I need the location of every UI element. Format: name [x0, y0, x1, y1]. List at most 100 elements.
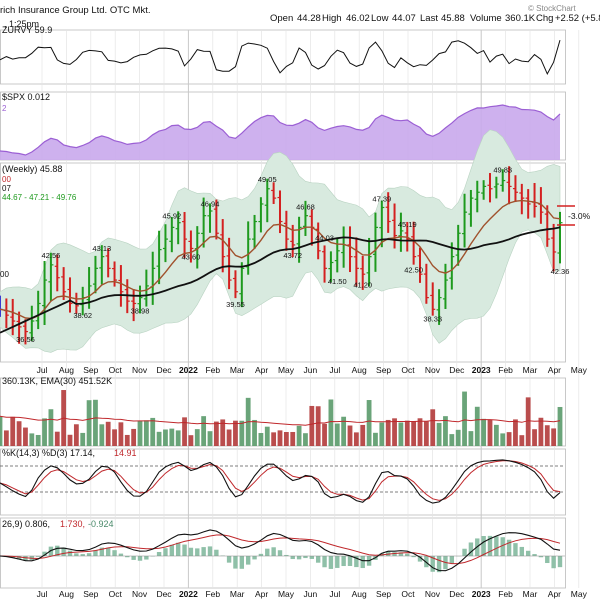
volume-bar: [481, 418, 487, 446]
x-tick-Mar: Mar: [523, 365, 538, 375]
x-tick-bottom-2022: 2022: [179, 589, 198, 599]
x-tick-bottom-Jun: Jun: [304, 589, 318, 599]
stoch-d-line: [0, 460, 561, 501]
macd-hist-bar: [99, 547, 105, 556]
x-tick-Jun: Jun: [304, 365, 318, 375]
macd-hist-bar: [252, 556, 257, 560]
price-bar: [118, 265, 124, 307]
x-tick-bottom-May: May: [278, 589, 295, 599]
price-bar: [512, 175, 518, 203]
x-tick-bottom-Mar: Mar: [230, 589, 245, 599]
price-bar: [10, 298, 16, 336]
macd-hist-bar: [551, 556, 556, 569]
volume-bar: [462, 391, 467, 446]
x-tick-bottom-Sep: Sep: [376, 589, 391, 599]
volume-bar: [303, 433, 308, 446]
x-tick-bottom-Aug: Aug: [352, 589, 367, 599]
macd-hist-bar: [245, 556, 251, 565]
volume-bar: [474, 406, 480, 446]
volume-bar: [118, 422, 124, 446]
price-annotation: 46.94: [201, 200, 220, 209]
macd-hist-bar: [175, 542, 181, 556]
macd-hist-bar: [335, 556, 340, 568]
quote-time: , 1:25pm: [4, 19, 39, 29]
volume-bar: [392, 418, 397, 446]
price-bar: [112, 261, 118, 287]
volume-bar: [506, 432, 512, 446]
ma-long-line: [0, 226, 561, 334]
price-bar: [353, 237, 359, 287]
volume-bar: [538, 417, 544, 446]
macd-hist-bar: [214, 549, 219, 556]
macd-hist-bar: [519, 546, 525, 556]
macd-hist-bar: [513, 543, 518, 556]
volume-bar: [353, 432, 359, 446]
price-bar: [296, 216, 302, 263]
x-axis: Jul Aug Sep Oct Nov Dec 2022 Feb Mar Apr May Jun Jul…: [37, 365, 588, 375]
volume-bar: [519, 435, 525, 446]
macd-histogram: [0, 535, 563, 573]
macd-hist-bar: [468, 542, 474, 556]
volume-bar: [220, 419, 226, 446]
x-tick-2022: 2022: [179, 365, 198, 375]
x-tick-bottom-Jul: Jul: [37, 589, 48, 599]
relative-sub: 2: [2, 104, 7, 113]
x-tick-bottom-Aug: Aug: [59, 589, 74, 599]
volume-bar: [379, 422, 385, 446]
price-annotation: 42.56: [42, 251, 61, 260]
volume-bar: [137, 420, 143, 446]
price-bar: [42, 261, 48, 326]
panel-frame-rsi: [0, 29, 566, 85]
price-bar: [334, 237, 340, 273]
price-bar: [449, 242, 455, 290]
x-tick-Jul: Jul: [37, 365, 48, 375]
price-bar: [156, 230, 162, 285]
volume-bar: [105, 421, 111, 446]
macd-hist-bar: [118, 553, 124, 556]
price-bars: [0, 166, 563, 345]
price-bar: [182, 211, 188, 259]
price-bar: [525, 189, 531, 219]
header-bar: rich Insurance Group Ltd. OTC Mkt. , 1:2…: [0, 4, 600, 29]
volume-bar: [468, 431, 474, 446]
macd-hist-bar: [169, 544, 175, 556]
x-tick-bottom-Dec: Dec: [156, 589, 172, 599]
macd-hist-bar: [258, 553, 264, 556]
price-bar: [360, 255, 366, 290]
x-tick-Apr: Apr: [255, 365, 268, 375]
volume-bar: [201, 416, 207, 446]
price-annotations: 36.56 42.56 38.62 43.13 38.98 45.92 43.60 46.94…: [16, 166, 569, 344]
price-bar: [207, 203, 213, 233]
volume-bar: [341, 416, 347, 446]
macd-hist-bar: [23, 556, 28, 561]
price-bar: [54, 254, 60, 292]
volume-ema-line: [0, 415, 561, 426]
price-bar: [252, 214, 258, 249]
price-label: (Weekly) 45.88: [2, 164, 62, 174]
price-bar: [143, 269, 149, 307]
price-bar: [493, 176, 499, 199]
x-tick-bottom-Dec: Dec: [449, 589, 465, 599]
x-tick-2023: 2023: [472, 365, 491, 375]
price-bar: [423, 263, 429, 304]
price-bar: [188, 230, 194, 263]
x-tick-bottom-May: May: [571, 589, 588, 599]
x-tick-bottom-Feb: Feb: [205, 589, 220, 599]
volume-bar: [525, 397, 531, 446]
rsi-panel: ZURVY 59.9: [0, 25, 561, 76]
chg-label: Chg: [536, 13, 553, 24]
price-bar: [442, 263, 448, 310]
volume-bar: [131, 428, 137, 446]
macd-hist-bar: [417, 556, 423, 562]
macd-hist-bar: [67, 550, 73, 556]
x-tick-bottom-Sep: Sep: [83, 589, 98, 599]
change-callout: -3.0%: [557, 205, 591, 226]
volume-bar: [99, 424, 105, 446]
panel-frame-macd: [0, 517, 566, 589]
price-bar: [131, 289, 137, 322]
price-bar: [430, 282, 436, 316]
x-tick-Mar: Mar: [230, 365, 245, 375]
price-bar: [417, 247, 423, 283]
price-annotation: 39.55: [226, 300, 245, 309]
